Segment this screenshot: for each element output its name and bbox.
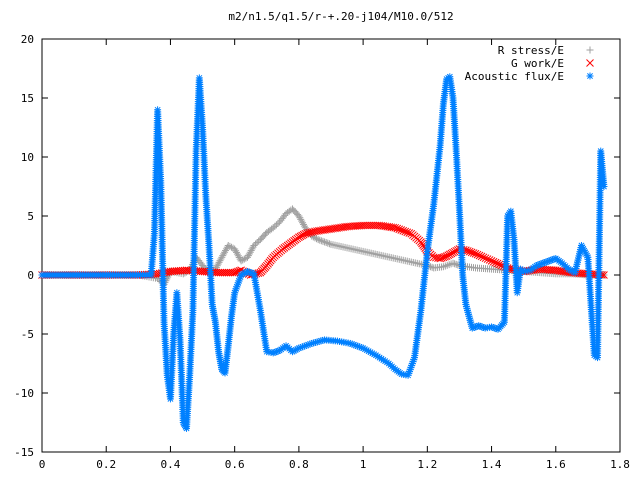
data-point	[227, 243, 235, 251]
x-tick-label: 0.4	[161, 458, 181, 471]
data-point	[271, 222, 279, 230]
data-point	[321, 238, 329, 246]
data-point	[479, 253, 488, 262]
data-point	[313, 235, 321, 243]
data-point	[600, 271, 608, 279]
data-point	[487, 256, 496, 265]
y-tick-label: -10	[14, 387, 34, 400]
data-point	[239, 256, 247, 264]
data-point	[226, 242, 234, 250]
data-point	[324, 239, 332, 247]
data-point	[469, 249, 478, 257]
data-point	[314, 236, 322, 244]
x-tick-label: 1.4	[482, 458, 502, 471]
data-point	[237, 257, 245, 265]
axis-ticks: 0 0.2 0.4 0.6 0.8 1 1.2 1.4 1.6 1.8 20 15 10 5 0 -5 -10 -…	[14, 33, 630, 471]
x-tick-label: 1.8	[610, 458, 630, 471]
data-point	[495, 260, 504, 269]
data-point	[317, 237, 325, 245]
x-tick-label: 0.6	[225, 458, 245, 471]
x-tick-label: 0.8	[289, 458, 309, 471]
data-point	[489, 257, 498, 266]
data-point	[399, 226, 408, 235]
y-tick-label: 0	[27, 269, 34, 282]
y-tick-label: 5	[27, 210, 34, 223]
data-point	[481, 254, 490, 263]
data-point	[451, 260, 459, 268]
legend-entry-label: Acoustic flux/E	[465, 70, 564, 83]
data-point	[471, 249, 480, 258]
data-point	[253, 239, 261, 247]
y-tick-label: 10	[21, 151, 34, 164]
data-point	[311, 234, 319, 242]
data-point	[322, 239, 330, 247]
data-point	[403, 228, 412, 237]
data-point	[250, 242, 258, 249]
data-point	[405, 229, 414, 237]
data-point	[255, 237, 263, 245]
data-point	[224, 242, 232, 249]
series-2	[38, 73, 608, 432]
data-point	[600, 183, 608, 190]
data-point	[252, 240, 260, 248]
data-point	[449, 259, 457, 267]
data-point	[319, 237, 327, 245]
data-point	[397, 226, 406, 234]
y-tick-label: -15	[14, 446, 34, 459]
x-tick-label: 1.2	[417, 458, 437, 471]
data-point	[475, 251, 484, 260]
data-point	[316, 236, 324, 244]
data-point	[493, 259, 502, 268]
legend-entry-marker	[586, 72, 594, 80]
data-point	[401, 227, 410, 236]
data-point	[269, 224, 277, 232]
data-point	[485, 256, 494, 264]
data-point	[325, 240, 333, 248]
x-tick-label: 1	[360, 458, 367, 471]
data-point	[477, 252, 486, 261]
data-point	[473, 250, 482, 259]
legend-entry-label: R stress/E	[498, 44, 564, 57]
y-tick-label: 20	[21, 33, 34, 46]
x-tick-label: 0	[39, 458, 46, 471]
data-point	[240, 255, 248, 263]
data-point	[274, 219, 282, 227]
data-point	[452, 260, 460, 268]
chart-title: m2/n1.5/q1.5/r-+.20-j104/M10.0/512	[228, 10, 453, 23]
x-tick-label: 0.2	[96, 458, 116, 471]
data-point	[491, 258, 500, 267]
legend-entry-label: G work/E	[511, 57, 564, 70]
series-marks	[38, 73, 608, 432]
data-point	[391, 223, 400, 232]
data-point	[395, 225, 404, 234]
y-tick-label: -5	[21, 328, 34, 341]
data-point	[483, 255, 492, 263]
data-point	[393, 224, 402, 233]
plot-frame	[41, 38, 621, 453]
y-tick-label: 15	[21, 92, 34, 105]
data-point	[272, 221, 280, 229]
x-tick-label: 1.6	[546, 458, 566, 471]
